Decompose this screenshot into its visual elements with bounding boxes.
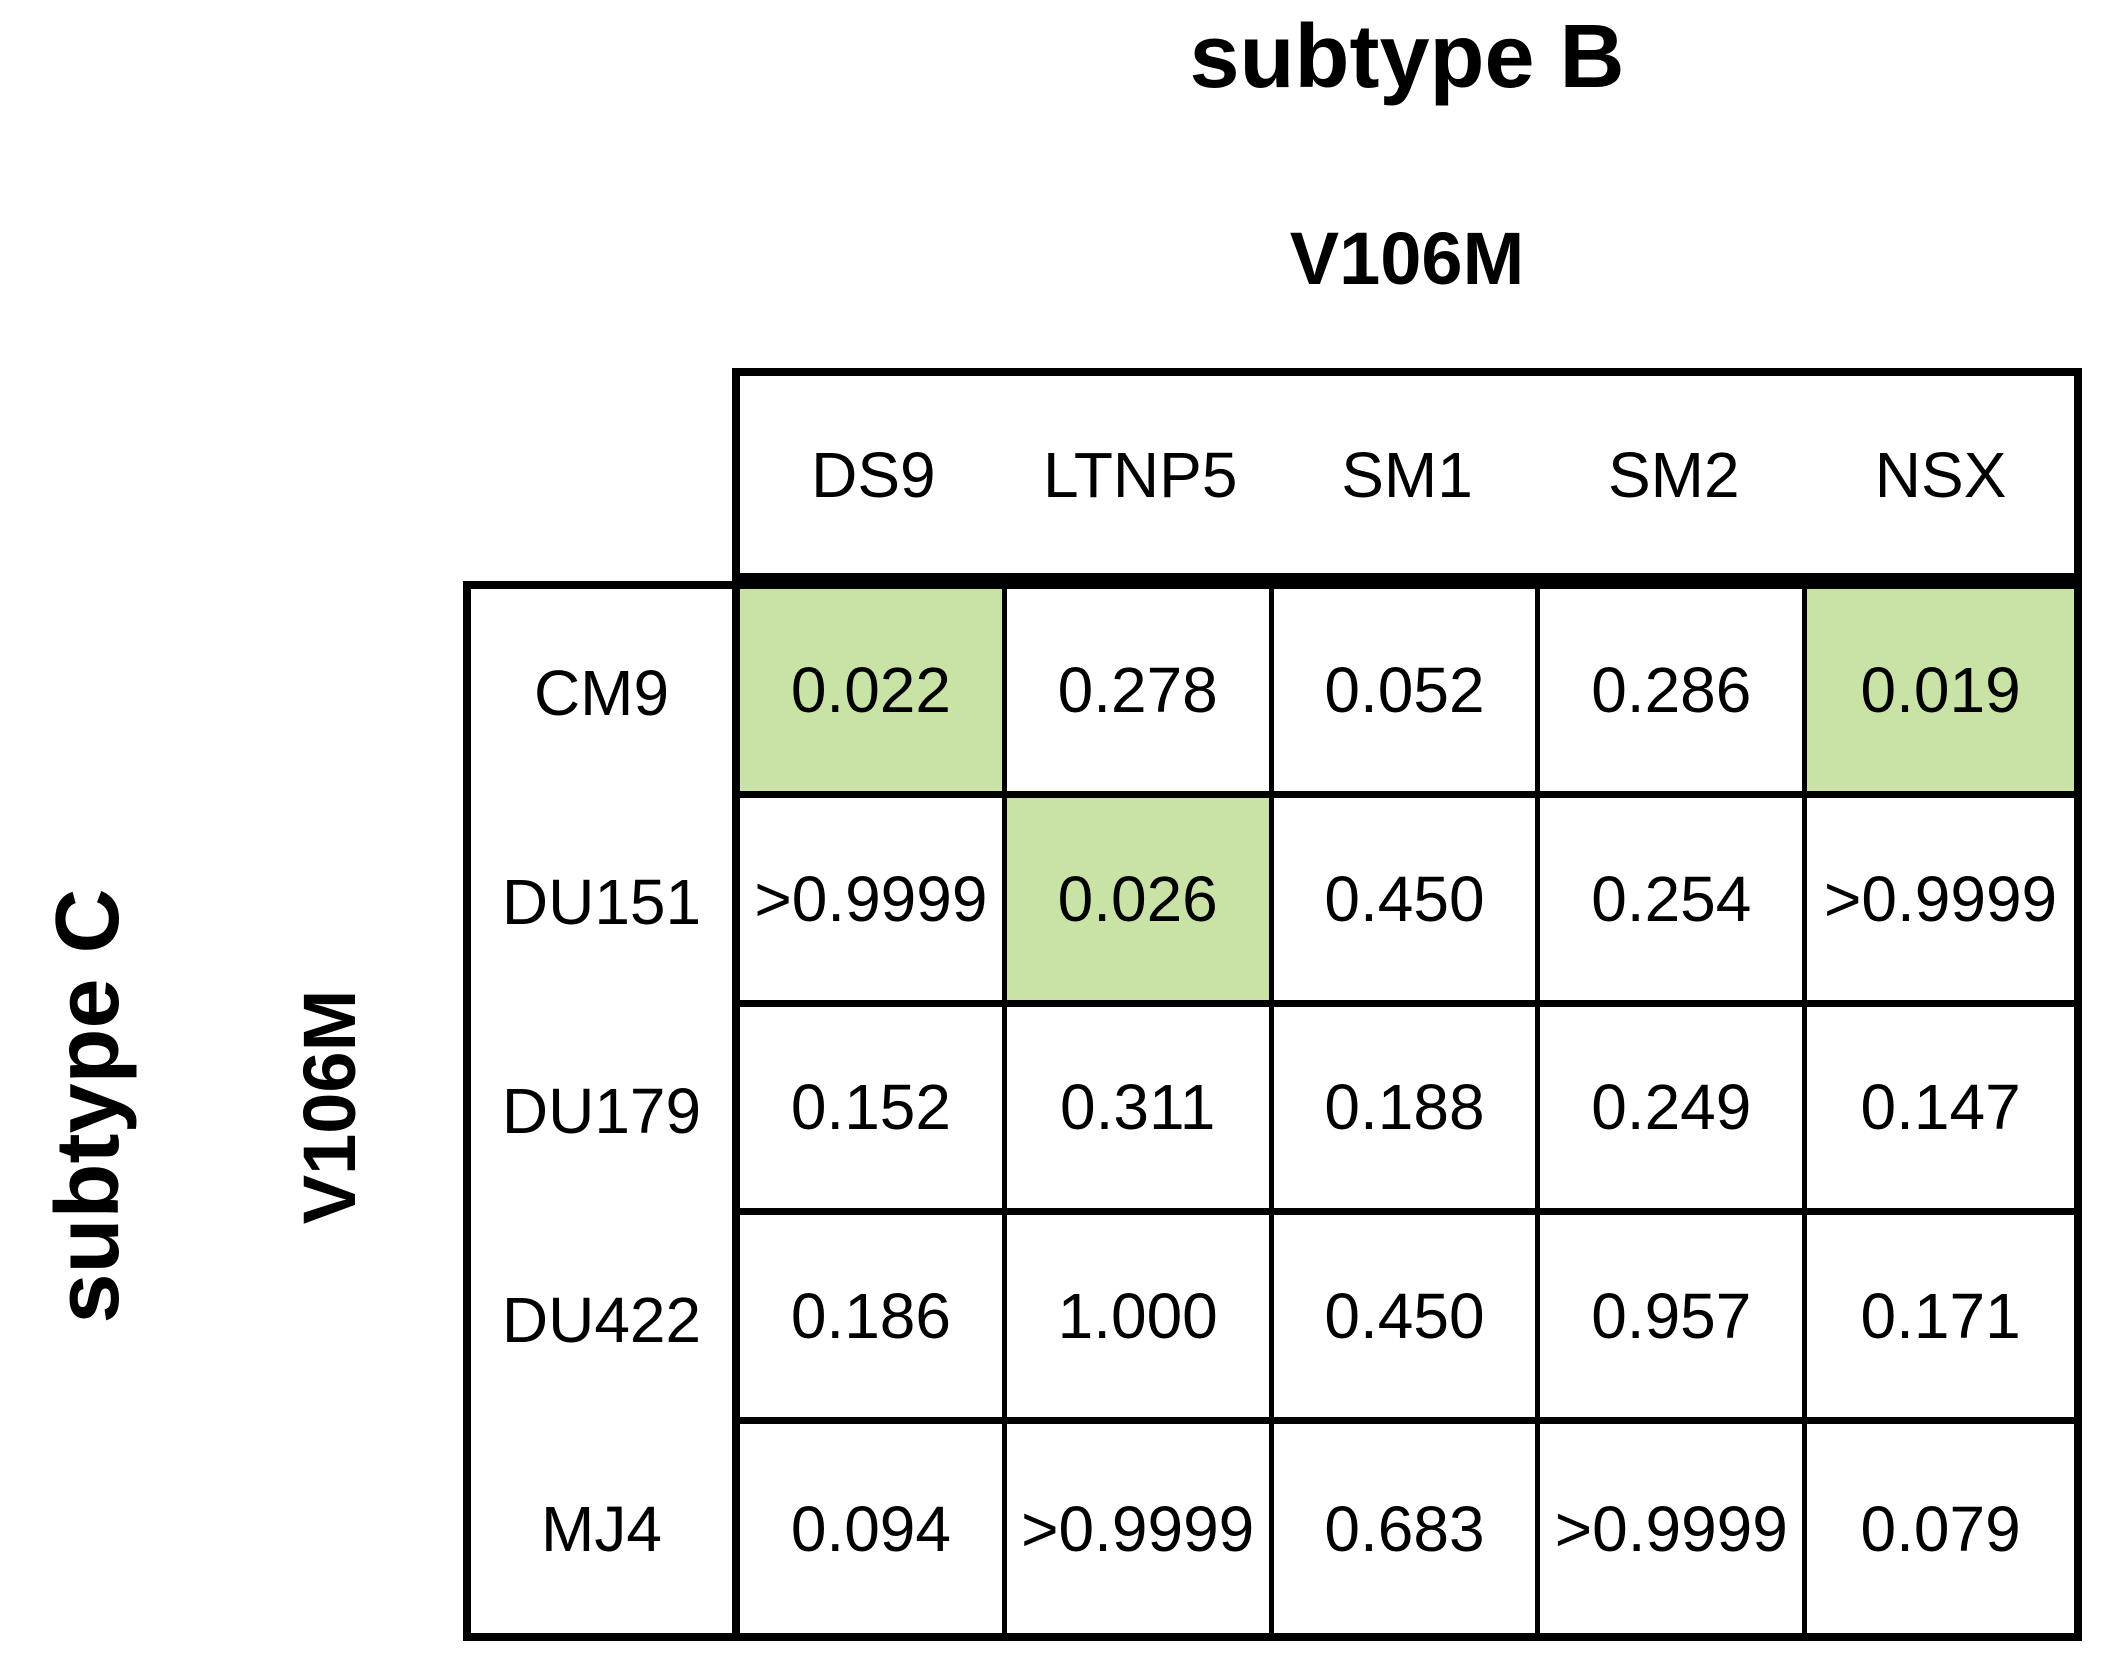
column-header: NSX xyxy=(1874,438,2007,511)
table-cell: 0.171 xyxy=(1807,1215,2074,1425)
column-header: SM2 xyxy=(1607,438,1740,511)
table-cell: 0.249 xyxy=(1540,1006,1808,1216)
row-label: CM9 xyxy=(533,657,670,730)
table-cell: 0.188 xyxy=(1273,1006,1541,1216)
table-cell: 0.683 xyxy=(1273,1424,1541,1633)
table-cell: 0.094 xyxy=(740,1424,1007,1633)
pvalue-grid: 0.022 0.278 0.052 0.286 0.019 >0.9999 0.… xyxy=(732,581,2082,1641)
table-cell: >0.9999 xyxy=(1540,1424,1808,1633)
column-header: DS9 xyxy=(811,438,936,511)
table-cell: 0.152 xyxy=(740,1006,1007,1216)
row-label: DU422 xyxy=(501,1283,702,1356)
row-label: DU179 xyxy=(501,1074,702,1147)
table-cell: 0.019 xyxy=(1807,589,2074,798)
table-cell: >0.9999 xyxy=(1807,797,2074,1007)
table-cell: 0.022 xyxy=(740,589,1007,798)
table-cell: 0.957 xyxy=(1540,1215,1808,1425)
row-label: MJ4 xyxy=(541,1492,662,1565)
column-header: LTNP5 xyxy=(1042,438,1238,511)
table-cell: 0.254 xyxy=(1540,797,1808,1007)
row-group-title-subtype-c: subtype C xyxy=(38,888,138,1324)
row-label: DU151 xyxy=(501,866,702,939)
table-cell: 0.052 xyxy=(1273,589,1541,798)
table-cell: 0.026 xyxy=(1006,797,1274,1007)
table-cell: 0.278 xyxy=(1006,589,1274,798)
table-cell: >0.9999 xyxy=(1006,1424,1274,1633)
table-cell: 0.286 xyxy=(1540,589,1808,798)
table-cell: 0.311 xyxy=(1006,1006,1274,1216)
figure-title-subtype-b: subtype B xyxy=(1189,7,1625,107)
column-group-label-v106m: V106M xyxy=(1289,217,1525,300)
table-cell: 0.147 xyxy=(1807,1006,2074,1216)
column-header: SM1 xyxy=(1341,438,1473,511)
row-label-box: CM9 DU151 DU179 DU422 MJ4 xyxy=(463,581,740,1641)
table-cell: 1.000 xyxy=(1006,1215,1274,1425)
table-cell: 0.450 xyxy=(1273,797,1541,1007)
table-cell: 0.450 xyxy=(1273,1215,1541,1425)
row-group-label-v106m: V106M xyxy=(288,989,371,1225)
table-cell: 0.186 xyxy=(740,1215,1007,1425)
column-header-box: DS9 LTNP5 SM1 SM2 NSX xyxy=(732,368,2082,581)
table-cell: 0.079 xyxy=(1807,1424,2074,1633)
table-cell: >0.9999 xyxy=(740,797,1007,1007)
